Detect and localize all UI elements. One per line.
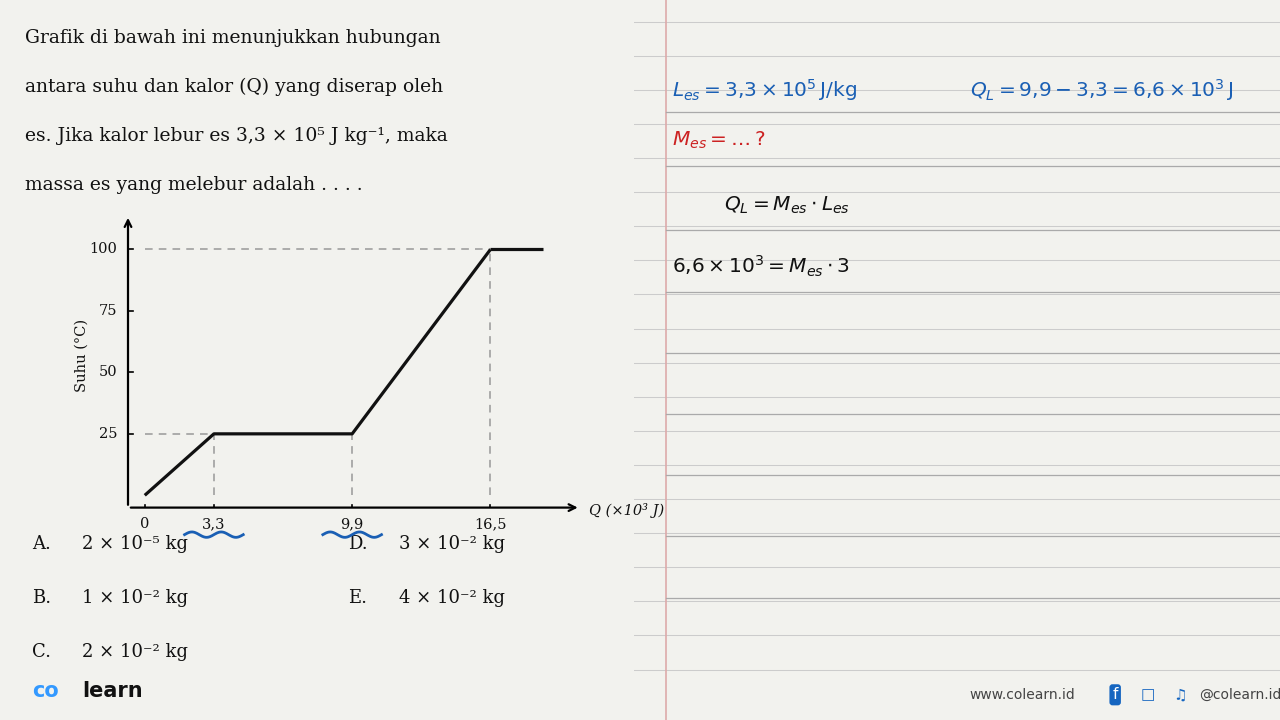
Text: 75: 75 xyxy=(99,304,118,318)
Text: learn: learn xyxy=(82,681,143,701)
Text: www.colearn.id: www.colearn.id xyxy=(970,688,1075,702)
Text: $M_{es} = \ldots\,?$: $M_{es} = \ldots\,?$ xyxy=(672,130,765,151)
Text: 9,9: 9,9 xyxy=(340,518,364,531)
Text: Suhu (°C): Suhu (°C) xyxy=(76,319,88,392)
Text: f: f xyxy=(1112,688,1117,702)
Text: 3,3: 3,3 xyxy=(202,518,225,531)
Text: @colearn.id: @colearn.id xyxy=(1199,688,1280,702)
Text: 4 × 10⁻² kg: 4 × 10⁻² kg xyxy=(399,589,506,606)
Text: 3 × 10⁻² kg: 3 × 10⁻² kg xyxy=(399,534,506,553)
Text: □: □ xyxy=(1140,688,1155,702)
Text: 2 × 10⁻² kg: 2 × 10⁻² kg xyxy=(82,642,188,661)
Text: E.: E. xyxy=(348,589,367,606)
Text: 2 × 10⁻⁵ kg: 2 × 10⁻⁵ kg xyxy=(82,534,188,553)
Text: $Q_L = 9{,}9-3{,}3 = 6{,}6\times10^3\,\mathsf{J}$: $Q_L = 9{,}9-3{,}3 = 6{,}6\times10^3\,\m… xyxy=(970,77,1234,103)
Text: 100: 100 xyxy=(90,243,118,256)
Text: Q (×10³ J): Q (×10³ J) xyxy=(589,503,664,518)
Text: B.: B. xyxy=(32,589,51,606)
Text: 1 × 10⁻² kg: 1 × 10⁻² kg xyxy=(82,589,188,606)
Text: A.: A. xyxy=(32,534,50,553)
Text: es. Jika kalor lebur es 3,3 × 10⁵ J kg⁻¹, maka: es. Jika kalor lebur es 3,3 × 10⁵ J kg⁻¹… xyxy=(26,127,448,145)
Text: D.: D. xyxy=(348,534,369,553)
Text: 16,5: 16,5 xyxy=(474,518,507,531)
Text: 25: 25 xyxy=(99,427,118,441)
Text: 0: 0 xyxy=(140,518,150,531)
Text: C.: C. xyxy=(32,642,51,661)
Text: ♫: ♫ xyxy=(1172,688,1187,702)
Text: Grafik di bawah ini menunjukkan hubungan: Grafik di bawah ini menunjukkan hubungan xyxy=(26,29,442,47)
Text: $6{,}6\times10^3 = M_{es}\cdot 3$: $6{,}6\times10^3 = M_{es}\cdot 3$ xyxy=(672,253,850,279)
Text: massa es yang melebur adalah . . . .: massa es yang melebur adalah . . . . xyxy=(26,176,364,194)
Text: co: co xyxy=(32,681,59,701)
Text: antara suhu dan kalor (Q) yang diserap oleh: antara suhu dan kalor (Q) yang diserap o… xyxy=(26,78,443,96)
Text: $L_{es} = 3{,}3\times10^5\,\mathsf{J/kg}$: $L_{es} = 3{,}3\times10^5\,\mathsf{J/kg}… xyxy=(672,77,858,103)
Text: $Q_L = M_{es}\cdot L_{es}$: $Q_L = M_{es}\cdot L_{es}$ xyxy=(724,194,850,216)
Text: 50: 50 xyxy=(99,365,118,379)
